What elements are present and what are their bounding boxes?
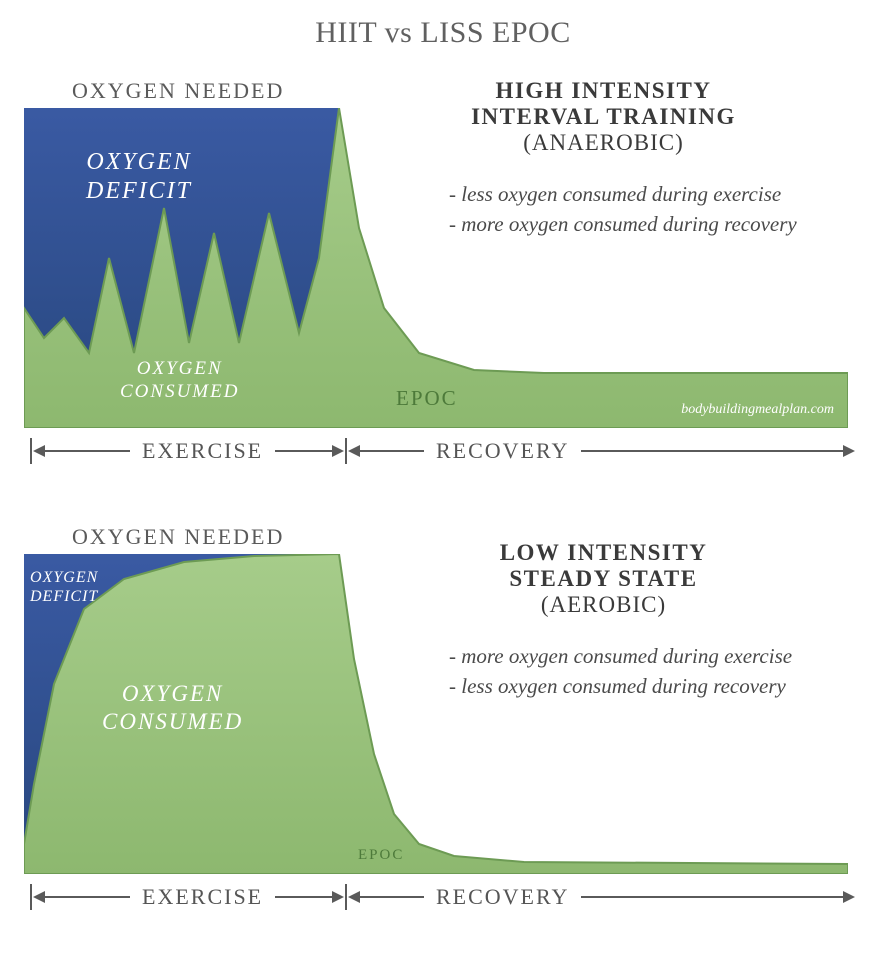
recovery-axis-label: RECOVERY	[424, 438, 581, 464]
page-title: HIIT vs LISS EPOC	[24, 16, 862, 50]
epoc-label: EPOC	[358, 846, 404, 864]
watermark: bodybuildingmealplan.com	[681, 402, 834, 418]
oxygen-consumed-label: OXYGENCONSUMED	[120, 358, 239, 404]
hiit-heading: HIGH INTENSITY INTERVAL TRAINING (ANAERO…	[359, 78, 848, 156]
recovery-axis-label: RECOVERY	[424, 884, 581, 910]
axis-row: EXERCISE RECOVERY	[24, 882, 862, 912]
oxygen-consumed-label: OXYGENCONSUMED	[102, 680, 243, 735]
epoc-label: EPOC	[396, 386, 458, 411]
liss-bullets: - more oxygen consumed during exercise -…	[449, 642, 848, 701]
exercise-axis-label: EXERCISE	[130, 438, 275, 464]
panel-liss: OXYGEN NEEDED OXYGENDEFICIT OXYGENCONSUM…	[24, 524, 862, 912]
liss-heading: LOW INTENSITY STEADY STATE (AEROBIC)	[359, 540, 848, 618]
oxygen-deficit-label: OXYGENDEFICIT	[86, 148, 192, 206]
oxygen-deficit-label: OXYGENDEFICIT	[30, 568, 98, 606]
hiit-bullets: - less oxygen consumed during exercise -…	[449, 180, 848, 239]
exercise-axis-label: EXERCISE	[130, 884, 275, 910]
axis-row: EXERCISE RECOVERY	[24, 436, 862, 466]
panel-hiit: OXYGEN NEEDED OXYGENDEFICIT OXYGENCONSUM…	[24, 78, 862, 466]
